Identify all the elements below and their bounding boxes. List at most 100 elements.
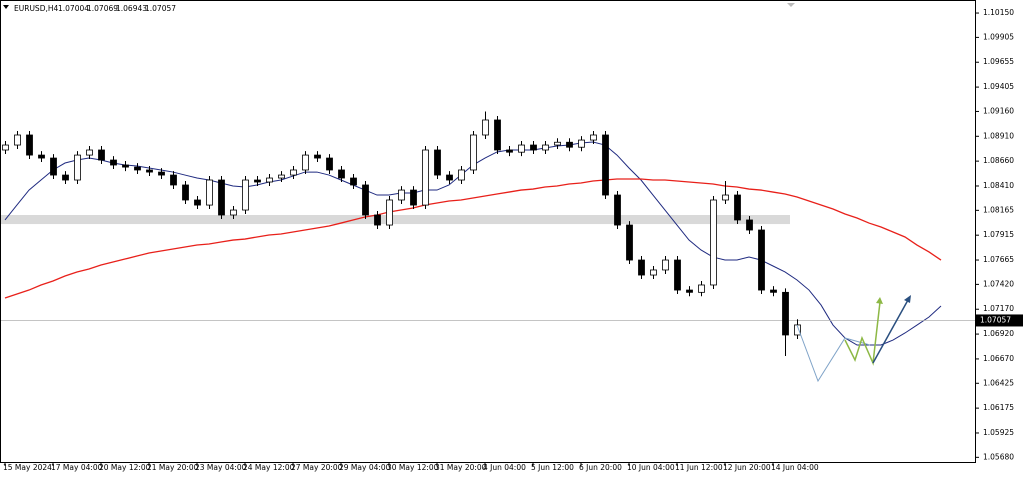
candle-body (542, 144, 549, 151)
x-tick-label: 24 May 12:00 (243, 463, 295, 472)
candle-body (206, 179, 213, 206)
x-tick-label: 31 May 20:00 (435, 463, 487, 472)
candle-body (422, 149, 429, 206)
x-tick-label: 17 May 04:00 (51, 463, 103, 472)
candle-body (14, 134, 21, 146)
y-tick-label: 1.08660 (983, 156, 1014, 165)
symbol: EURUSD,H4 (14, 4, 58, 13)
arrowhead-navy (904, 295, 911, 303)
candle-body (386, 199, 393, 226)
menu-arrow[interactable] (3, 5, 9, 9)
candle-body (722, 194, 729, 201)
y-tick-label: 1.06920 (983, 329, 1014, 338)
forecast-arrow-navy (872, 299, 909, 364)
x-tick-label: 5 Jun 12:00 (531, 463, 574, 472)
candle-body (698, 284, 705, 293)
x-tick-label: 11 Jun 12:00 (675, 463, 723, 472)
candle-body (134, 166, 141, 171)
x-tick-label: 30 May 12:00 (387, 463, 439, 472)
candle-body (326, 157, 333, 171)
open: 1.07004 (58, 4, 89, 13)
candle-body (734, 194, 741, 221)
candle-body (374, 214, 381, 226)
candle-body (350, 177, 357, 186)
x-tick-label: 27 May 20:00 (291, 463, 343, 472)
x-tick-label: 21 May 20:00 (147, 463, 199, 472)
candle-body (338, 169, 345, 179)
candle-body (302, 154, 309, 171)
candle-body (710, 199, 717, 286)
candle-body (518, 144, 525, 153)
x-tick-label: 14 Jun 04:00 (771, 463, 819, 472)
candle-body (314, 154, 321, 159)
candle-body (254, 179, 261, 183)
arrowhead-green (876, 297, 883, 304)
candle-body (506, 149, 513, 153)
candle-body (50, 157, 57, 176)
candle-body (266, 177, 273, 183)
candle-body (110, 159, 117, 166)
candle-body (782, 291, 789, 336)
y-tick-label: 1.09160 (983, 106, 1014, 115)
candle-body (470, 134, 477, 171)
moving-average (4, 178, 942, 299)
y-tick-label: 1.10150 (983, 8, 1014, 17)
candle-body (278, 174, 285, 179)
candle-body (578, 139, 585, 148)
y-tick-label: 1.08910 (983, 131, 1014, 140)
candle-body (38, 154, 45, 159)
price-label-box (976, 314, 1023, 327)
candle-body (686, 289, 693, 293)
y-tick-label: 1.07915 (983, 230, 1014, 239)
low: 1.06943 (116, 4, 147, 13)
candle-body (74, 154, 81, 181)
y-tick-label: 1.07170 (983, 304, 1014, 313)
y-tick-label: 1.06425 (983, 378, 1014, 387)
candle-body (2, 144, 9, 151)
y-tick-label: 1.06175 (983, 403, 1014, 412)
forecast-path (796, 324, 871, 383)
candle-body (482, 119, 489, 136)
y-tick-label: 1.08410 (983, 181, 1014, 190)
y-tick-label: 1.06670 (983, 354, 1014, 363)
shift-marker (787, 3, 795, 7)
plot-frame (0, 0, 976, 463)
price-label: 1.07057 (980, 315, 1011, 324)
candle-body (62, 174, 69, 181)
candle-body (410, 189, 417, 206)
candle-body (218, 179, 225, 216)
x-tick-label: 6 Jun 20:00 (579, 463, 622, 472)
y-tick-label: 1.09655 (983, 57, 1014, 66)
close: 1.07057 (145, 4, 176, 13)
candle-body (446, 174, 453, 181)
candle-body (494, 119, 501, 151)
candle-body (566, 141, 573, 148)
y-tick-label: 1.09905 (983, 32, 1014, 41)
candle-body (122, 164, 129, 168)
header: EURUSD,H41.070041.070691.069431.07057 (14, 4, 176, 13)
y-tick-label: 1.05680 (983, 452, 1014, 461)
candle-body (194, 199, 201, 206)
candle-body (86, 149, 93, 156)
candle-body (158, 171, 165, 176)
candle-body (146, 169, 153, 173)
candle-body (674, 259, 681, 291)
candle-body (770, 289, 777, 293)
y-tick-label: 1.07665 (983, 255, 1014, 264)
y-tick-label: 1.09405 (983, 82, 1014, 91)
candle-body (290, 169, 297, 176)
candle-body (590, 134, 597, 141)
x-tick-label: 10 Jun 04:00 (627, 463, 675, 472)
candle-body (170, 174, 177, 186)
high: 1.07069 (87, 4, 118, 13)
candle-body (758, 229, 765, 291)
x-tick-label: 12 Jun 20:00 (723, 463, 771, 472)
y-tick-label: 1.05925 (983, 428, 1014, 437)
candle-body (98, 149, 105, 161)
candle-body (638, 259, 645, 276)
candle-body (242, 179, 249, 211)
candle-body (398, 189, 405, 201)
candle-body (434, 149, 441, 176)
candle-body (746, 219, 753, 231)
